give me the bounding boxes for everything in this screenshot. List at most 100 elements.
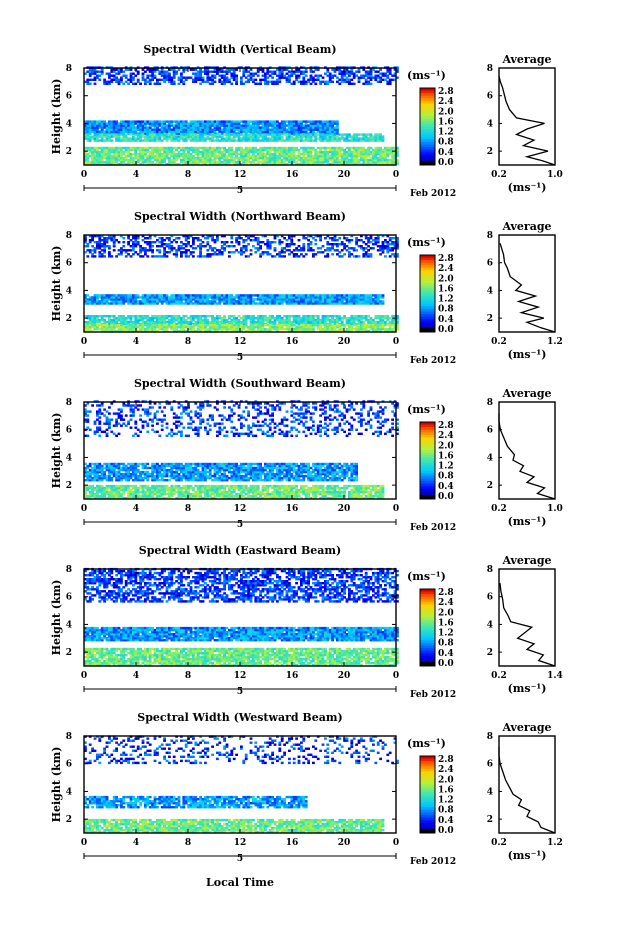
heatmap-cell <box>232 298 236 301</box>
heatmap-cell <box>345 245 349 248</box>
heatmap-cell <box>271 122 274 125</box>
heatmap-cell <box>108 80 111 83</box>
heatmap-cell <box>283 68 286 71</box>
heatmap-cell <box>237 128 241 131</box>
heatmap-cell <box>213 247 217 250</box>
heatmap-cell <box>160 319 164 322</box>
heatmap-cell <box>146 255 150 258</box>
heatmap-cell <box>136 323 140 327</box>
heatmap-cell <box>309 154 313 158</box>
heatmap-cell <box>273 249 277 252</box>
heatmap-cell <box>122 126 126 129</box>
heatmap-cell <box>319 298 322 301</box>
heatmap-cell <box>192 298 195 301</box>
heatmap-cell <box>304 319 308 322</box>
heatmap-cell <box>261 296 265 299</box>
heatmap-cell <box>141 321 145 324</box>
heatmap-cell <box>100 130 104 133</box>
heatmap-cell <box>199 300 202 303</box>
heatmap-cell <box>84 158 87 162</box>
heatmap-cell <box>300 321 303 324</box>
heatmap-cell <box>379 137 382 140</box>
heatmap-cell <box>237 130 241 133</box>
heatmap-cell <box>374 239 378 242</box>
heatmap-cell <box>273 152 277 156</box>
heatmap-cell <box>324 126 327 129</box>
heatmap-cell <box>374 302 378 305</box>
heatmap-cell <box>100 300 104 303</box>
heatmap-cell <box>276 300 279 303</box>
heatmap-cell <box>228 78 231 81</box>
colorbar-segment <box>420 93 435 97</box>
heatmap-cell <box>309 130 313 133</box>
heatmap-cell <box>237 294 241 297</box>
heatmap-cell <box>208 78 212 81</box>
heatmap-cell <box>388 78 392 81</box>
heatmap-cell <box>393 72 397 75</box>
heatmap-cell <box>295 78 298 81</box>
heatmap-cell <box>280 302 284 305</box>
heatmap-cell <box>331 122 334 125</box>
heatmap-cell <box>376 158 380 162</box>
heatmap-cell <box>180 161 183 164</box>
heatmap-cell <box>146 156 150 160</box>
heatmap-cell <box>355 137 358 140</box>
heatmap-cell <box>372 239 375 242</box>
heatmap-cell <box>146 237 150 240</box>
heatmap-cell <box>324 300 327 303</box>
heatmap-cell <box>165 128 169 131</box>
heatmap-cell <box>276 122 279 125</box>
heatmap-cell <box>108 330 111 333</box>
heatmap-cell <box>247 122 250 125</box>
heatmap-cell <box>242 124 246 127</box>
heatmap-cell <box>122 146 126 150</box>
heatmap-cell <box>321 294 325 297</box>
heatmap-cell <box>355 298 358 301</box>
heatmap-cell <box>96 325 99 329</box>
heatmap-cell <box>112 76 116 79</box>
heatmap-cell <box>252 78 255 81</box>
heatmap-cell <box>98 302 102 305</box>
heatmap-cell <box>189 328 193 331</box>
heatmap-cell <box>232 126 236 129</box>
heatmap-cell <box>103 247 106 250</box>
heatmap-cell <box>393 146 397 150</box>
heatmap-cell <box>110 330 114 333</box>
heatmap-cell <box>194 146 198 150</box>
heatmap-cell <box>141 76 145 79</box>
heatmap-cell <box>288 294 291 297</box>
heatmap-cell <box>240 247 243 250</box>
heatmap-cell <box>187 163 190 166</box>
heatmap-cell <box>312 319 315 322</box>
heatmap-cell <box>139 323 142 327</box>
heatmap-cell <box>331 130 334 133</box>
heatmap-cell <box>232 317 236 320</box>
heatmap-cell <box>163 251 166 254</box>
heatmap-cell <box>278 161 282 164</box>
heatmap-cell <box>230 323 234 327</box>
heatmap-cell <box>381 251 385 254</box>
heatmap-cell <box>345 298 349 301</box>
heatmap-cell <box>307 300 310 303</box>
heatmap-cell <box>350 161 354 164</box>
heatmap-cell <box>84 330 87 333</box>
heatmap-cell <box>396 154 399 158</box>
heatmap-cell <box>175 163 178 166</box>
heatmap-cell <box>84 294 87 297</box>
heatmap-cell <box>273 158 277 162</box>
heatmap-cell <box>96 135 99 138</box>
heatmap-cell <box>256 243 260 246</box>
heatmap-cell <box>220 321 224 324</box>
heatmap-cell <box>115 154 118 158</box>
heatmap-cell <box>88 132 92 135</box>
heatmap-cell <box>117 133 121 136</box>
heatmap-cell <box>345 70 349 73</box>
heatmap-cell <box>340 294 344 297</box>
heatmap-cell <box>232 302 236 305</box>
heatmap-cell <box>235 80 238 83</box>
heatmap-cell <box>235 300 238 303</box>
heatmap-cell <box>314 128 318 131</box>
heatmap-cell <box>84 161 87 164</box>
heatmap-cell <box>201 300 205 303</box>
heatmap-cell <box>170 247 174 250</box>
